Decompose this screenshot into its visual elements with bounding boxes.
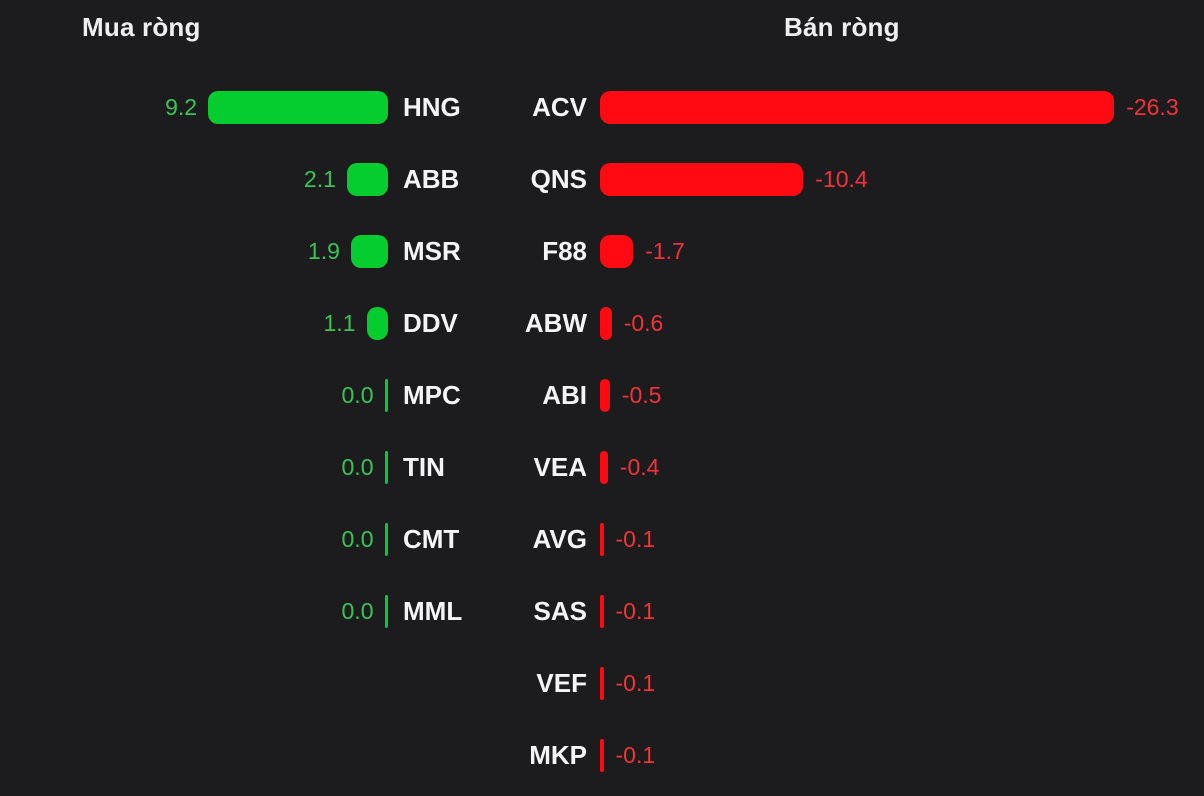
buy-ticker-label[interactable]: ABB	[403, 163, 460, 194]
ticker-cell: TIN VEA	[388, 431, 600, 503]
ticker-cell: DDV ABW	[388, 287, 600, 359]
sell-ticker-label[interactable]: AVG	[532, 523, 587, 554]
sell-bar-cell: -0.1	[600, 575, 1204, 647]
buy-ticker-label[interactable]: DDV	[403, 307, 458, 338]
sell-bar-cell: -0.4	[600, 431, 1204, 503]
sell-bar[interactable]	[600, 378, 610, 412]
sell-bar[interactable]	[600, 522, 604, 556]
buy-value-label: 0.0	[341, 597, 374, 624]
sell-bar-cell: -26.3	[600, 71, 1204, 143]
sell-value-label: -0.5	[621, 381, 662, 408]
buy-bar[interactable]	[384, 450, 388, 484]
buy-bar-cell: 0.0	[0, 359, 388, 431]
sell-ticker-label[interactable]: F88	[542, 235, 587, 266]
buy-value-label: 0.0	[341, 525, 374, 552]
buy-bar[interactable]	[208, 90, 388, 124]
buy-bar[interactable]	[384, 378, 388, 412]
ticker-cell: ABB QNS	[388, 143, 600, 215]
sell-bar[interactable]	[600, 594, 604, 628]
buy-ticker-label[interactable]: MML	[403, 595, 463, 626]
chart-row: 0.0 MML SAS -0.1	[0, 575, 1204, 647]
sell-ticker-label[interactable]: QNS	[530, 163, 587, 194]
sell-bar-cell: -0.1	[600, 647, 1204, 719]
buy-bar[interactable]	[350, 234, 388, 268]
buy-value-label: 0.0	[341, 381, 374, 408]
sell-bar[interactable]	[600, 666, 604, 700]
buy-value-label: 9.2	[165, 93, 198, 120]
sell-ticker-label[interactable]: ABW	[524, 307, 587, 338]
sell-bar-cell: -10.4	[600, 143, 1204, 215]
buy-bar-cell: 9.2	[0, 71, 388, 143]
ticker-cell: MPC ABI	[388, 359, 600, 431]
sell-bar-cell: -1.7	[600, 215, 1204, 287]
sell-column-header: Bán ròng	[784, 12, 900, 42]
sell-ticker-label[interactable]: VEA	[533, 451, 587, 482]
ticker-cell: MKP	[388, 719, 600, 791]
buy-value-label: 2.1	[303, 165, 336, 192]
buy-value-label: 1.1	[323, 309, 356, 336]
buy-value-label: 0.0	[341, 453, 374, 480]
chart-row: 0.0 TIN VEA -0.4	[0, 431, 1204, 503]
sell-ticker-label[interactable]: VEF	[536, 667, 587, 698]
sell-bar[interactable]	[600, 162, 804, 196]
sell-value-label: -0.1	[615, 669, 656, 696]
sell-bar[interactable]	[600, 90, 1115, 124]
buy-bar[interactable]	[384, 522, 388, 556]
chart-row: 1.9 MSR F88 -1.7	[0, 215, 1204, 287]
buy-bar-cell: 1.1	[0, 287, 388, 359]
chart-row: 0.0 MPC ABI -0.5	[0, 359, 1204, 431]
sell-ticker-label[interactable]: ACV	[532, 91, 587, 122]
sell-ticker-label[interactable]: MKP	[529, 739, 587, 770]
sell-value-label: -0.1	[615, 741, 656, 768]
buy-ticker-label[interactable]: HNG	[403, 91, 461, 122]
ticker-cell: MSR F88	[388, 215, 600, 287]
sell-bar-cell: -0.5	[600, 359, 1204, 431]
sell-bar[interactable]	[600, 306, 612, 340]
sell-bar-cell: -0.1	[600, 719, 1204, 791]
sell-value-label: -0.1	[615, 525, 656, 552]
sell-ticker-label[interactable]: SAS	[533, 595, 587, 626]
sell-value-label: -0.6	[623, 309, 664, 336]
buy-bar-cell: 0.0	[0, 575, 388, 647]
chart-rows: 9.2 HNG ACV -26.3 2.1 ABB QNS -10.4 1.9 MSR F88 -1.…	[0, 71, 1204, 791]
chart-row: MKP -0.1	[0, 719, 1204, 791]
ticker-cell: CMT AVG	[388, 503, 600, 575]
buy-bar[interactable]	[384, 594, 388, 628]
chart-row: 2.1 ABB QNS -10.4	[0, 143, 1204, 215]
buy-bar[interactable]	[366, 306, 388, 340]
buy-bar-cell: 1.9	[0, 215, 388, 287]
buy-bar-cell: 2.1	[0, 143, 388, 215]
chart-row: VEF -0.1	[0, 647, 1204, 719]
chart-row: 9.2 HNG ACV -26.3	[0, 71, 1204, 143]
buy-bar-cell: 0.0	[0, 431, 388, 503]
buy-bar-cell: 0.0	[0, 503, 388, 575]
buy-bar-cell	[0, 719, 388, 791]
buy-ticker-label[interactable]: CMT	[403, 523, 460, 554]
sell-bar[interactable]	[600, 450, 608, 484]
sell-value-label: -0.1	[615, 597, 656, 624]
buy-ticker-label[interactable]: TIN	[403, 451, 445, 482]
ticker-cell: MML SAS	[388, 575, 600, 647]
sell-bar[interactable]	[600, 234, 634, 268]
buy-bar[interactable]	[346, 162, 388, 196]
buy-column-header: Mua ròng	[82, 12, 201, 42]
chart-row: 1.1 DDV ABW -0.6	[0, 287, 1204, 359]
sell-ticker-label[interactable]: ABI	[542, 379, 587, 410]
ticker-cell: HNG ACV	[388, 71, 600, 143]
chart-row: 0.0 CMT AVG -0.1	[0, 503, 1204, 575]
sell-value-label: -0.4	[619, 453, 660, 480]
sell-value-label: -10.4	[815, 165, 868, 192]
sell-bar-cell: -0.1	[600, 503, 1204, 575]
buy-ticker-label[interactable]: MSR	[403, 235, 461, 266]
buy-bar-cell	[0, 647, 388, 719]
ticker-cell: VEF	[388, 647, 600, 719]
sell-value-label: -1.7	[645, 237, 685, 264]
sell-value-label: -26.3	[1126, 93, 1179, 120]
sell-bar-cell: -0.6	[600, 287, 1204, 359]
sell-bar[interactable]	[600, 738, 604, 772]
buy-value-label: 1.9	[307, 237, 340, 264]
buy-ticker-label[interactable]: MPC	[403, 379, 461, 410]
